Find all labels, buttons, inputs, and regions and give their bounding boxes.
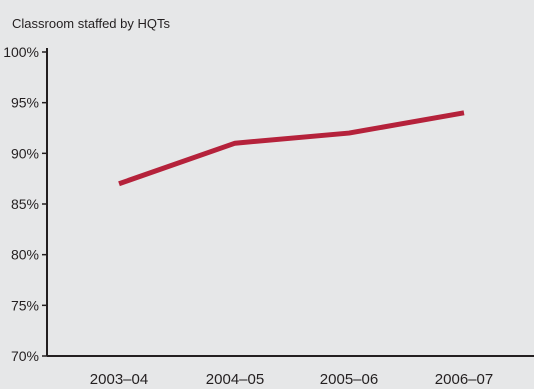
series-group [118, 110, 465, 187]
x-tick-label: 2004–05 [206, 371, 264, 388]
y-axis-ticks: 70% 75% 80% 85% 90% 95% 100% [3, 44, 47, 364]
y-tick-label: 95% [11, 95, 39, 111]
x-tick-label: 2003–04 [90, 371, 148, 388]
y-tick-label: 75% [11, 297, 39, 313]
y-axis-label: Classroom staffed by HQTs [12, 16, 170, 31]
x-tick-label: 2005–06 [320, 371, 378, 388]
y-tick-label: 70% [11, 348, 39, 364]
x-axis-ticks: 2003–04 2004–05 2005–06 2006–07 [90, 371, 493, 388]
y-tick-label: 85% [11, 196, 39, 212]
y-tick-label: 80% [11, 247, 39, 263]
series-line [118, 110, 465, 187]
y-tick-label: 100% [3, 44, 39, 60]
x-tick-label: 2006–07 [435, 371, 493, 388]
y-tick-label: 90% [11, 145, 39, 161]
